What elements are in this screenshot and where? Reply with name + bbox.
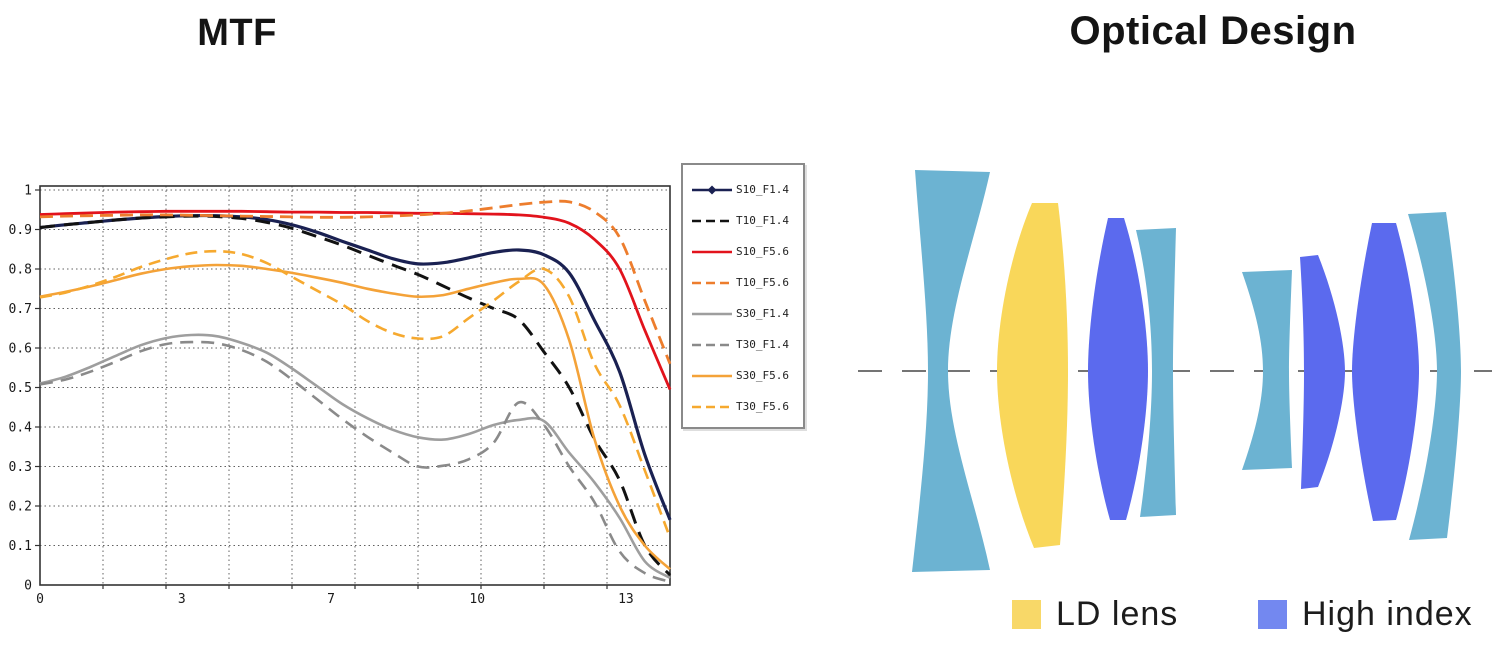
optical-legend-item: LD lens [1012, 595, 1178, 634]
curve-T30_F1.4 [39, 340, 671, 584]
lens-element-7-high_index [1352, 223, 1419, 521]
lens-element-4-normal [1136, 228, 1176, 517]
curve-T10_F5.6 [39, 199, 672, 365]
legend-label: T30_F5.6 [736, 400, 789, 413]
legend-line-sample [692, 281, 732, 284]
legend-label: S30_F1.4 [736, 307, 789, 320]
y-axis-label: 0.7 [9, 302, 32, 317]
legend-line-sample [692, 374, 732, 377]
optical-design-diagram [858, 170, 1492, 572]
x-axis-label: 10 [469, 592, 485, 607]
legend-line-sample [692, 185, 732, 194]
mtf-chart-title: MTF [197, 12, 277, 54]
legend-item-T30_F5.6: T30_F5.6 [690, 391, 803, 422]
y-axis-label: 1 [24, 184, 32, 199]
y-axis-label: 0.1 [9, 539, 32, 554]
legend-label: S10_F1.4 [736, 183, 789, 196]
optical-legend-label: LD lens [1056, 595, 1179, 633]
y-axis-label: 0.9 [9, 223, 32, 238]
curve-S30_F5.6 [39, 263, 671, 571]
y-axis-label: 0.8 [9, 263, 32, 278]
curve-S10_F5.6 [39, 209, 672, 391]
legend-line-sample [692, 219, 732, 222]
optical-legend-label: High index [1302, 595, 1473, 633]
lens-element-2-LD [997, 203, 1068, 548]
y-axis-label: 0.2 [9, 500, 32, 515]
curve-S30_F1.4 [39, 333, 671, 580]
x-axis-label: 7 [327, 592, 335, 607]
lens-element-3-high_index [1088, 218, 1148, 520]
legend-label: T30_F1.4 [736, 338, 789, 351]
lens-element-5-normal [1242, 270, 1292, 470]
lens-element-1-normal [912, 170, 990, 572]
x-axis-label: 0 [36, 592, 44, 607]
y-axis-label: 0.6 [9, 342, 32, 357]
legend-item-S30_F1.4: S30_F1.4 [690, 298, 803, 329]
legend-item-S10_F1.4: S10_F1.4 [690, 174, 803, 205]
optical-legend-item: High index [1258, 595, 1473, 634]
lens-element-8-normal [1408, 212, 1461, 540]
legend-line-sample [692, 343, 732, 346]
y-axis-label: 0.4 [9, 421, 33, 436]
legend-item-T10_F1.4: T10_F1.4 [690, 205, 803, 236]
legend-line-sample [692, 250, 732, 253]
mtf-legend-box: S10_F1.4 T10_F1.4 S10_F5.6 T10_F5.6 S30_F1.4… [681, 163, 805, 429]
legend-swatch [1258, 600, 1287, 629]
legend-item-S30_F5.6: S30_F5.6 [690, 360, 803, 391]
y-axis-label: 0 [24, 579, 32, 594]
legend-swatch [1012, 600, 1041, 629]
lens-element-6-high_index [1300, 255, 1345, 489]
optical-design-title: Optical Design [1069, 9, 1357, 53]
plot-border [39, 185, 671, 586]
curve-T10_F1.4 [39, 214, 672, 577]
legend-line-sample [692, 312, 732, 315]
legend-label: S10_F5.6 [736, 245, 789, 258]
y-axis-label: 0.5 [9, 381, 32, 396]
legend-marker-diamond [707, 185, 717, 194]
curve-T30_F5.6 [39, 249, 672, 539]
y-axis-label: 0.3 [9, 460, 32, 475]
mtf-chart-plot: 1 0.9 0.8 0.7 0.6 0.5 0.4 0.3 0.2 0.1 00 3 7 10 13 [9, 184, 672, 607]
x-axis-label: 3 [178, 592, 186, 607]
legend-label: T10_F5.6 [736, 276, 789, 289]
legend-label: S30_F5.6 [736, 369, 789, 382]
legend-item-S10_F5.6: S10_F5.6 [690, 236, 803, 267]
legend-line-sample [692, 405, 732, 408]
legend-item-T30_F1.4: T30_F1.4 [690, 329, 803, 360]
legend-label: T10_F1.4 [736, 214, 789, 227]
x-axis-label: 13 [618, 592, 634, 607]
legend-item-T10_F5.6: T10_F5.6 [690, 267, 803, 298]
